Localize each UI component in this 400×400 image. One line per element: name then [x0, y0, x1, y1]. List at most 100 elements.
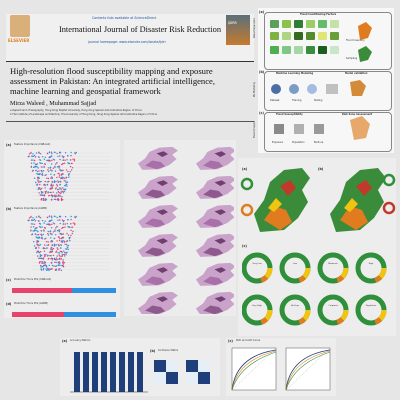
beeswarm-point	[61, 176, 64, 178]
beeswarm-point	[55, 251, 57, 253]
beeswarm-point	[32, 217, 34, 219]
beeswarm-point	[62, 259, 64, 261]
beeswarm-point	[58, 258, 60, 260]
beeswarm-point	[34, 233, 37, 235]
sampling-label: Sampling	[346, 57, 358, 60]
beeswarm-point	[47, 177, 50, 180]
beeswarm-point	[35, 227, 37, 229]
beeswarm-point	[64, 223, 66, 225]
force-label-d: (d)	[6, 302, 12, 306]
beeswarm-point	[52, 222, 54, 224]
beeswarm-point	[36, 172, 38, 175]
beeswarm-point	[45, 266, 48, 268]
beeswarm-point	[47, 267, 49, 270]
beeswarm-point	[38, 187, 40, 189]
shap-title-b: Feature Importance (LGBM)	[14, 207, 48, 210]
beeswarm-point	[57, 261, 60, 264]
beeswarm-point	[68, 226, 70, 228]
beeswarm-point	[70, 229, 72, 231]
beeswarm-point	[49, 156, 52, 158]
beeswarm-point	[66, 251, 68, 254]
beeswarm-point	[41, 166, 43, 168]
accuracy-bar	[128, 352, 134, 392]
beeswarm-point	[55, 244, 57, 246]
beeswarm-point	[61, 237, 63, 240]
beeswarm-point	[69, 159, 72, 161]
beeswarm-point	[41, 226, 43, 228]
beeswarm-point	[58, 269, 60, 271]
beeswarm-point	[37, 233, 40, 236]
beeswarm-point	[56, 225, 58, 228]
beeswarm-point	[59, 262, 61, 264]
beeswarm-point	[64, 226, 66, 228]
beeswarm-point	[43, 195, 46, 197]
beeswarm-point	[58, 239, 61, 242]
beeswarm-point	[37, 250, 39, 253]
map-right	[330, 168, 386, 232]
affiliation-a: a Department of Geography, Hong Kong Bap…	[10, 109, 142, 112]
beeswarm-point	[67, 170, 69, 173]
workflow-title-c: Flood Susceptibility	[276, 113, 303, 116]
beeswarm-point	[31, 155, 33, 157]
beeswarm-point	[44, 184, 47, 186]
beeswarm-point	[47, 170, 50, 173]
beeswarm-point	[45, 192, 47, 194]
bars	[74, 352, 143, 392]
beeswarm-point	[53, 174, 55, 176]
beeswarm-point	[55, 180, 57, 183]
beeswarm-point	[40, 268, 42, 270]
accuracy-bar	[137, 352, 143, 392]
beeswarm-point	[71, 167, 74, 169]
beeswarm-point	[50, 241, 52, 243]
beeswarm-point	[43, 262, 45, 265]
beeswarm-point	[58, 167, 60, 169]
beeswarm-point	[50, 247, 52, 249]
beeswarm-point	[58, 199, 60, 201]
beeswarm-point	[38, 192, 40, 194]
beeswarm-point	[56, 247, 58, 249]
beeswarm-point	[51, 159, 53, 162]
map-grid	[137, 146, 234, 314]
beeswarm-point	[33, 177, 36, 179]
beeswarm-point	[42, 197, 45, 200]
force-plot-c	[12, 288, 116, 293]
beeswarm-point	[36, 170, 39, 173]
mini-map	[137, 291, 178, 314]
donut-label: High	[368, 263, 374, 265]
beeswarm-point	[62, 190, 64, 193]
beeswarm-point	[47, 159, 49, 161]
beeswarm-point	[51, 248, 54, 251]
donut-label: Low	[293, 263, 297, 265]
donut-label: Very High	[252, 305, 262, 307]
mini-map	[195, 291, 234, 314]
journal-homepage[interactable]: journal homepage: www.elsevier.com/locat…	[88, 40, 166, 44]
beeswarm-point	[38, 180, 40, 182]
cm-title: Confusion Matrix	[158, 349, 179, 352]
beeswarm-point	[33, 241, 35, 243]
beeswarm-point	[47, 244, 50, 246]
force-title-c: Prediction Force Plot (XGBoost)	[14, 278, 52, 281]
beeswarm-point	[47, 191, 50, 193]
beeswarm-point	[49, 220, 52, 222]
beeswarm-point	[40, 234, 43, 236]
beeswarm-point	[64, 184, 66, 187]
beeswarm-point	[39, 244, 42, 246]
beeswarm-point	[68, 176, 70, 178]
beeswarm-point	[62, 226, 64, 229]
beeswarm-point	[61, 227, 63, 230]
beeswarm-point	[50, 155, 53, 157]
beeswarm-point	[58, 151, 61, 154]
cover-text: IJDRR	[228, 21, 237, 25]
beeswarm-point	[59, 237, 61, 240]
mini-map	[195, 233, 234, 257]
beeswarm-point	[53, 181, 55, 183]
contents-line: Contents lists available at ScienceDirec…	[92, 16, 157, 20]
beeswarm-point	[46, 181, 48, 183]
beeswarm-point	[64, 241, 66, 243]
beeswarm-point	[50, 240, 53, 242]
beeswarm-point	[60, 255, 62, 258]
beeswarm-point	[68, 238, 71, 240]
beeswarm-point	[47, 254, 49, 256]
exposure-donuts	[242, 252, 387, 326]
roc-left	[231, 347, 277, 391]
